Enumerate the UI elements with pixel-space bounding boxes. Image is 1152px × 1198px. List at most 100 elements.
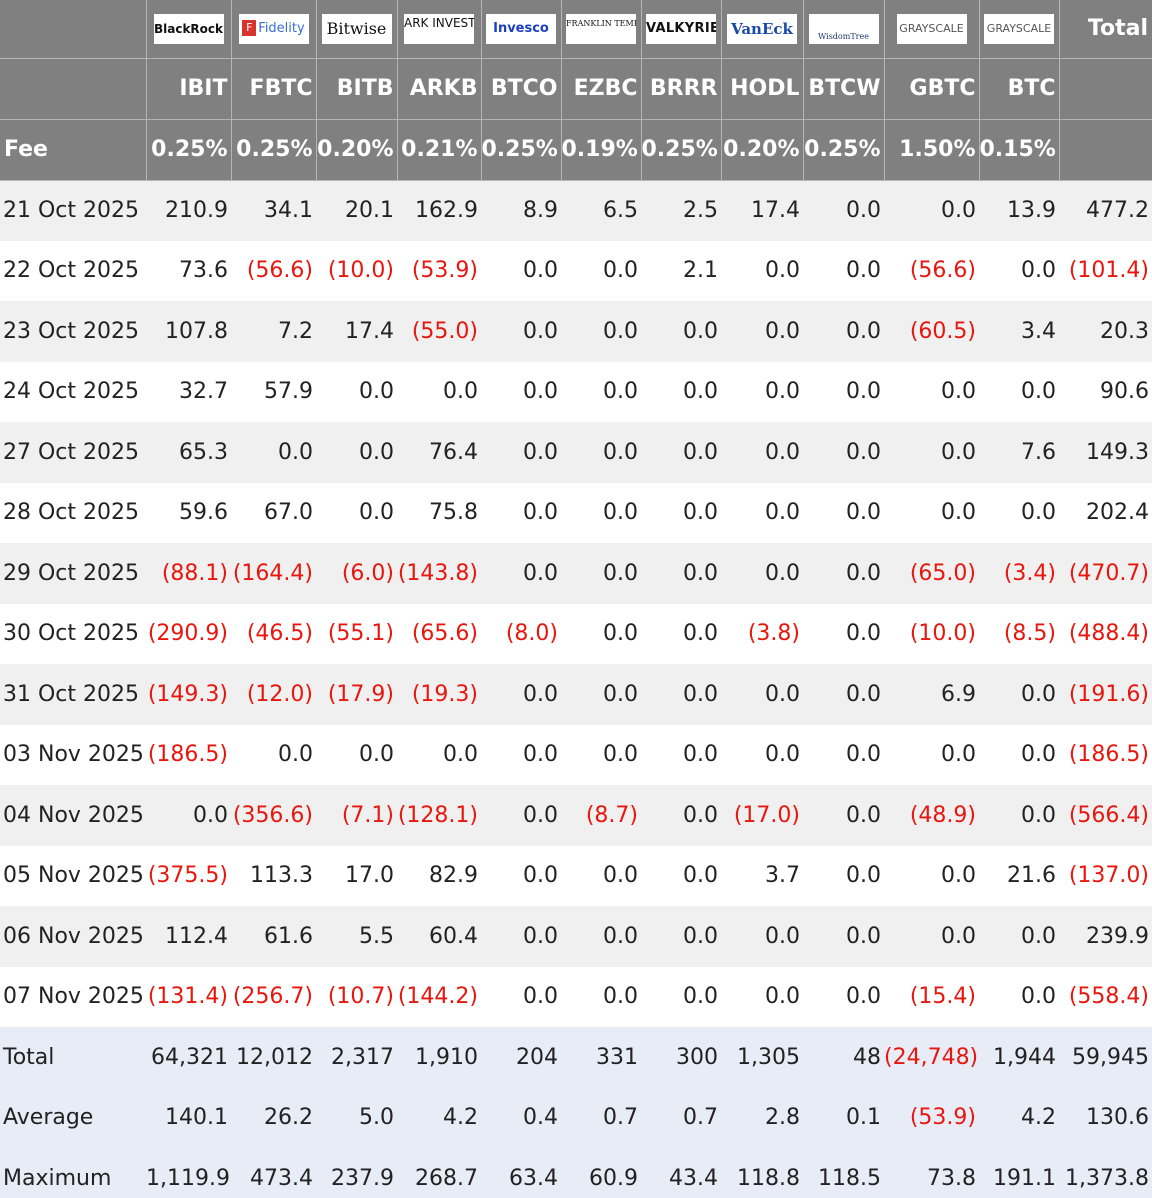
flow-cell: 0.0 <box>721 664 803 725</box>
flow-cell: 0.0 <box>803 906 884 967</box>
fee-value: 0.20% <box>721 119 804 181</box>
flow-cell: 4.2 <box>979 1087 1059 1148</box>
flow-cell: 0.0 <box>721 482 803 543</box>
flow-cell: 0.0 <box>561 603 641 664</box>
flow-cell: 43.4 <box>641 1148 721 1198</box>
flow-cell: 0.0 <box>481 845 561 906</box>
flow-cell: 5.5 <box>316 906 397 967</box>
flow-cell: (56.6) <box>231 240 316 301</box>
flow-cell: 0.0 <box>641 906 721 967</box>
flow-cell: 0.0 <box>561 906 641 967</box>
flow-cell: 1,910 <box>397 1027 481 1088</box>
flow-cell: 0.0 <box>884 422 979 483</box>
flow-cell: 0.0 <box>641 422 721 483</box>
total-cell: 59,945 <box>1059 1027 1152 1088</box>
flow-cell: 2.5 <box>641 180 721 241</box>
fee-value: 0.19% <box>561 119 642 181</box>
flow-cell: 0.0 <box>561 966 641 1027</box>
table-row: 30 Oct 2025 (290.9) (46.5) (55.1) (65.6) (8.0… <box>0 603 1152 664</box>
total-cell: (186.5) <box>1059 724 1152 785</box>
table-row: 28 Oct 2025 59.6 67.0 0.0 75.8 0.0 0.0 0.0 0.0 0.… <box>0 482 1152 543</box>
ticker-row: IBIT FBTC BITB ARKB BTCO EZBC BRRR HODL … <box>0 58 1152 120</box>
flow-cell: 107.8 <box>146 301 231 362</box>
flow-cell: 64,321 <box>146 1027 231 1088</box>
flow-cell: 0.0 <box>979 966 1059 1027</box>
flow-cell: 237.9 <box>316 1148 397 1198</box>
flow-cell: 0.0 <box>316 724 397 785</box>
row-date: 07 Nov 2025 <box>0 966 146 1027</box>
flow-cell: 6.9 <box>884 664 979 725</box>
flow-cell: 0.0 <box>803 482 884 543</box>
fee-value: 0.21% <box>397 119 482 181</box>
flow-cell: 0.7 <box>561 1087 641 1148</box>
flow-cell: 0.4 <box>481 1087 561 1148</box>
flow-cell: (12.0) <box>231 664 316 725</box>
flow-cell: 0.0 <box>481 664 561 725</box>
flow-cell: 300 <box>641 1027 721 1088</box>
table-body: 21 Oct 2025 210.9 34.1 20.1 162.9 8.9 6.5 2.5 17… <box>0 180 1152 1198</box>
flow-cell: 473.4 <box>231 1148 316 1198</box>
fee-value: 0.25% <box>481 119 562 181</box>
total-cell: (470.7) <box>1059 543 1152 604</box>
wisdomtree-logo: WisdomTree <box>808 13 879 44</box>
total-column-header: Total <box>1059 0 1152 59</box>
flow-cell: 0.0 <box>561 240 641 301</box>
flow-cell: 17.4 <box>721 180 803 241</box>
flow-cell: 0.0 <box>884 906 979 967</box>
flow-cell: (88.1) <box>146 543 231 604</box>
flow-cell: (17.0) <box>721 785 803 846</box>
total-cell: (101.4) <box>1059 240 1152 301</box>
flow-cell: 0.0 <box>803 966 884 1027</box>
flow-cell: 0.0 <box>561 724 641 785</box>
flow-cell: (55.1) <box>316 603 397 664</box>
fee-value: 1.50% <box>884 119 980 181</box>
flow-cell: 331 <box>561 1027 641 1088</box>
total-cell: 20.3 <box>1059 301 1152 362</box>
total-cell: (191.6) <box>1059 664 1152 725</box>
row-date: 23 Oct 2025 <box>0 301 146 362</box>
flow-cell: 4.2 <box>397 1087 481 1148</box>
flow-cell: 73.8 <box>884 1148 979 1198</box>
flow-cell: (56.6) <box>884 240 979 301</box>
flow-cell: 0.0 <box>979 906 1059 967</box>
flow-cell: 0.0 <box>721 906 803 967</box>
flow-cell: (128.1) <box>397 785 481 846</box>
flow-cell: 0.0 <box>803 664 884 725</box>
flow-cell: 3.7 <box>721 845 803 906</box>
summary-label: Total <box>0 1027 146 1088</box>
flow-cell: 1,944 <box>979 1027 1059 1088</box>
flow-cell: 0.0 <box>641 664 721 725</box>
flow-cell: 60.9 <box>561 1148 641 1198</box>
flow-cell: 17.4 <box>316 301 397 362</box>
flow-cell: 1,119.9 <box>146 1148 231 1198</box>
fee-value: 0.25% <box>146 119 232 181</box>
flow-cell: (3.8) <box>721 603 803 664</box>
ticker-fbtc: FBTC <box>231 58 317 120</box>
flow-cell: 2.1 <box>641 240 721 301</box>
summary-row: Average 140.1 26.2 5.0 4.2 0.4 0.7 0.7 2.8 0.1 (53… <box>0 1087 1152 1148</box>
flow-cell: (8.7) <box>561 785 641 846</box>
flow-cell: 0.0 <box>481 482 561 543</box>
table-row: 04 Nov 2025 0.0 (356.6) (7.1) (128.1) 0.0 (8.7… <box>0 785 1152 846</box>
flow-cell: 0.0 <box>884 724 979 785</box>
flow-cell: 5.0 <box>316 1087 397 1148</box>
table-row: 23 Oct 2025 107.8 7.2 17.4 (55.0) 0.0 0.0 0.0 0.… <box>0 301 1152 362</box>
total-cell: (137.0) <box>1059 845 1152 906</box>
fee-value: 0.25% <box>803 119 885 181</box>
total-cell: 1,373.8 <box>1059 1148 1152 1198</box>
invesco-logo: Invesco <box>486 13 556 44</box>
flow-cell: 0.0 <box>641 785 721 846</box>
flow-cell: 0.7 <box>641 1087 721 1148</box>
fee-value: 0.25% <box>641 119 722 181</box>
row-date: 29 Oct 2025 <box>0 543 146 604</box>
row-date: 30 Oct 2025 <box>0 603 146 664</box>
fee-label: Fee <box>0 119 147 181</box>
total-cell: 130.6 <box>1059 1087 1152 1148</box>
flow-cell: 0.0 <box>641 603 721 664</box>
flow-cell: (143.8) <box>397 543 481 604</box>
flow-cell: 112.4 <box>146 906 231 967</box>
row-date: 27 Oct 2025 <box>0 422 146 483</box>
ticker-brrr: BRRR <box>641 58 722 120</box>
flow-cell: 0.0 <box>641 543 721 604</box>
